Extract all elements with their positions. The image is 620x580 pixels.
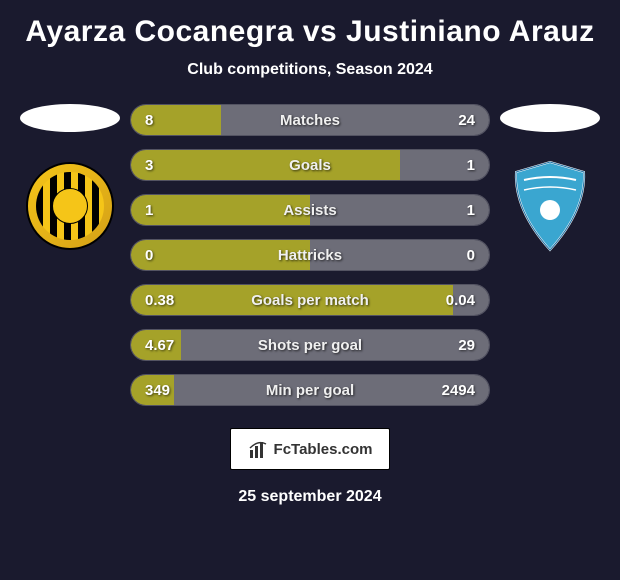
stat-value-left: 1 bbox=[145, 202, 153, 219]
stat-row: 0 Hattricks 0 bbox=[130, 239, 490, 271]
chart-icon bbox=[248, 438, 270, 460]
stat-label: Min per goal bbox=[266, 382, 354, 399]
club-badge-left bbox=[26, 162, 114, 250]
stat-row: 0.38 Goals per match 0.04 bbox=[130, 284, 490, 316]
bar-fill-left bbox=[131, 150, 400, 180]
stat-label: Assists bbox=[283, 202, 336, 219]
stat-value-left: 4.67 bbox=[145, 337, 174, 354]
stat-label: Hattricks bbox=[278, 247, 342, 264]
page-title: Ayarza Cocanegra vs Justiniano Arauz bbox=[25, 15, 594, 49]
stat-row: 349 Min per goal 2494 bbox=[130, 374, 490, 406]
stat-value-left: 0.38 bbox=[145, 292, 174, 309]
stat-value-left: 3 bbox=[145, 157, 153, 174]
stat-bars: 8 Matches 24 3 Goals 1 1 Assists 1 0 Hattricks 0 0.3… bbox=[130, 104, 490, 406]
player-photo-placeholder-right bbox=[500, 104, 600, 132]
date-text: 25 september 2024 bbox=[238, 488, 381, 506]
stat-row: 8 Matches 24 bbox=[130, 104, 490, 136]
stat-value-right: 0.04 bbox=[446, 292, 475, 309]
right-player-column bbox=[490, 104, 610, 250]
comparison-card: Ayarza Cocanegra vs Justiniano Arauz Clu… bbox=[0, 0, 620, 580]
stat-value-left: 349 bbox=[145, 382, 170, 399]
stat-value-left: 8 bbox=[145, 112, 153, 129]
main-area: 8 Matches 24 3 Goals 1 1 Assists 1 0 Hattricks 0 0.3… bbox=[0, 104, 620, 406]
stat-row: 3 Goals 1 bbox=[130, 149, 490, 181]
stat-label: Goals bbox=[289, 157, 331, 174]
player-photo-placeholder-left bbox=[20, 104, 120, 132]
stat-value-right: 1 bbox=[467, 157, 475, 174]
stat-row: 4.67 Shots per goal 29 bbox=[130, 329, 490, 361]
stat-value-right: 29 bbox=[458, 337, 475, 354]
brand-logo: FcTables.com bbox=[230, 428, 390, 470]
shield-icon bbox=[510, 160, 590, 252]
subtitle: Club competitions, Season 2024 bbox=[187, 61, 432, 79]
stat-value-right: 24 bbox=[458, 112, 475, 129]
stat-row: 1 Assists 1 bbox=[130, 194, 490, 226]
stat-label: Matches bbox=[280, 112, 340, 129]
club-badge-right bbox=[506, 162, 594, 250]
stat-value-left: 0 bbox=[145, 247, 153, 264]
left-player-column bbox=[10, 104, 130, 250]
stat-value-right: 1 bbox=[467, 202, 475, 219]
stat-value-right: 2494 bbox=[442, 382, 475, 399]
stat-label: Shots per goal bbox=[258, 337, 362, 354]
stat-value-right: 0 bbox=[467, 247, 475, 264]
stat-label: Goals per match bbox=[251, 292, 369, 309]
brand-text: FcTables.com bbox=[274, 441, 373, 458]
